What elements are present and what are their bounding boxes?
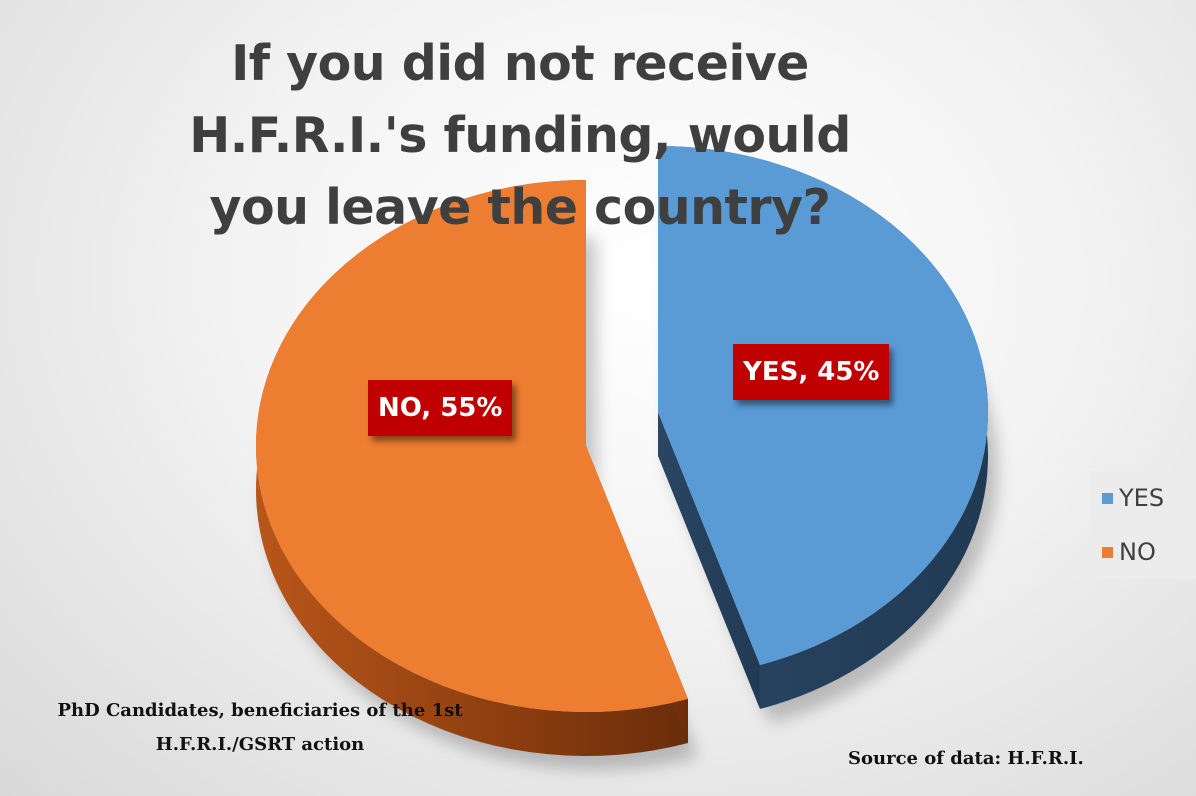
legend-item-yes: YES bbox=[1102, 483, 1164, 513]
footnote: PhD Candidates, beneficiaries of the 1st… bbox=[20, 694, 500, 762]
legend-swatch-no bbox=[1102, 546, 1113, 558]
data-label-no: NO, 55% bbox=[368, 380, 513, 436]
legend-swatch-yes bbox=[1102, 492, 1113, 504]
legend-label-no: NO bbox=[1119, 538, 1156, 566]
legend-label-yes: YES bbox=[1119, 484, 1165, 512]
data-label-yes: YES, 45% bbox=[733, 344, 890, 400]
chart-title: If you did not receive H.F.R.I.'s fundin… bbox=[189, 35, 851, 236]
source-note: Source of data: H.F.R.I. bbox=[848, 748, 1084, 769]
slice-wall-yes bbox=[658, 412, 760, 709]
legend: YES NO bbox=[1090, 471, 1196, 579]
slice-yes bbox=[658, 146, 988, 665]
legend-item-no: NO bbox=[1102, 537, 1156, 567]
footnote-line-1: PhD Candidates, beneficiaries of the 1st bbox=[57, 700, 463, 721]
slice-no bbox=[255, 180, 688, 712]
footnote-line-2: H.F.R.I./GSRT action bbox=[155, 734, 365, 755]
